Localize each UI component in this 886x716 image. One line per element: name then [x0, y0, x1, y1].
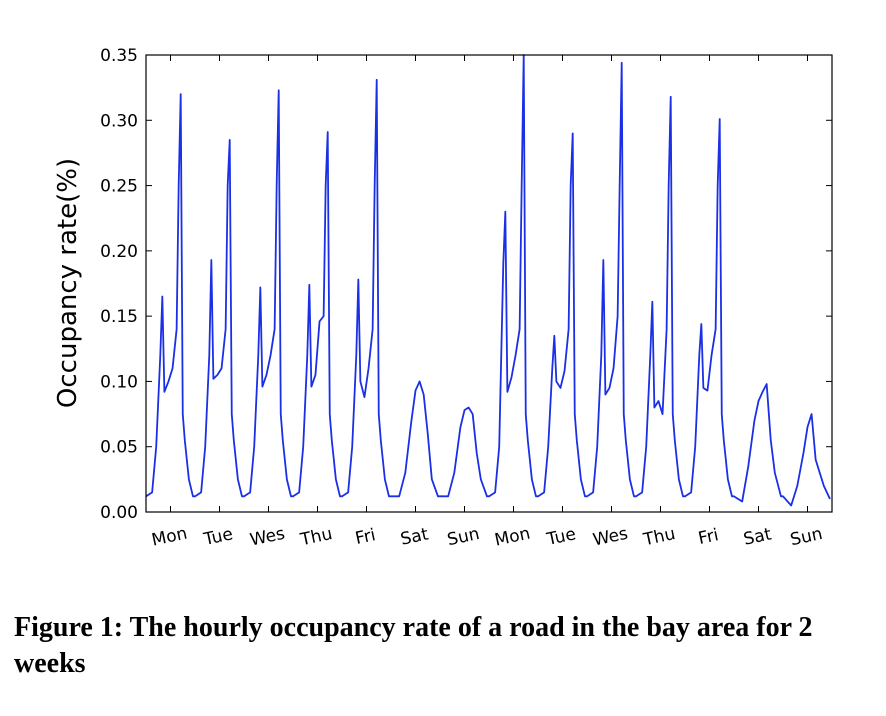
- x-tick-label: Sun: [789, 524, 825, 550]
- data-line: [146, 54, 831, 507]
- x-tick-label: Wes: [591, 524, 630, 551]
- figure-caption: Figure 1: The hourly occupancy rate of a…: [14, 612, 813, 679]
- x-tick-label: Wes: [248, 524, 287, 551]
- y-tick-label: 0.20: [100, 242, 138, 262]
- y-tick-label: 0.15: [100, 307, 138, 327]
- x-tick-label: Tue: [544, 524, 578, 550]
- chart: Occupancy rate(%) 0.00 0.05 0.10 0.15 0.20 0.…: [53, 46, 833, 551]
- y-tick-label: 0.00: [100, 503, 138, 523]
- plot-frame: [145, 54, 833, 513]
- x-tick-label: Sat: [399, 524, 431, 549]
- x-tick-label: Thu: [641, 524, 677, 550]
- y-tick-label: 0.30: [100, 111, 138, 131]
- y-tick-label: 0.35: [100, 46, 138, 66]
- x-tick-label: Fri: [353, 525, 377, 549]
- y-tick-label: 0.25: [100, 177, 138, 197]
- x-tick-label: Mon: [150, 524, 189, 551]
- x-tick-label: Sun: [446, 524, 482, 550]
- x-tick-label: Tue: [201, 524, 235, 550]
- x-tick-label: Sat: [742, 524, 774, 549]
- y-tick-label: 0.05: [100, 438, 138, 458]
- y-tick-label: 0.10: [100, 372, 138, 392]
- y-axis-label: Occupancy rate(%): [53, 158, 83, 408]
- x-tick-label: Mon: [493, 524, 532, 551]
- x-tick-label: Fri: [696, 525, 720, 549]
- x-tick-label: Thu: [298, 524, 334, 550]
